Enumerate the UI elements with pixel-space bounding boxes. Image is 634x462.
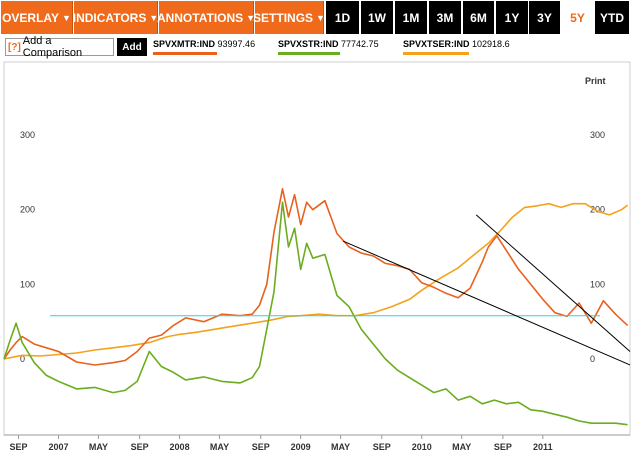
y-tick-label-left: 200 [20,205,35,215]
legend-ticker: SPVXMTR:IND [153,39,216,49]
period-5y-button[interactable]: 5Y [562,1,593,34]
print-link[interactable]: Print [585,76,606,86]
period-1w-button[interactable]: 1W [361,1,393,34]
y-tick-label-left: 100 [20,279,35,289]
x-tick-label: SEP [494,442,512,452]
plot-frame [3,61,631,436]
legend-item-spvxstr: SPVXSTR:IND 77742.75 [278,39,379,55]
period-3y-button[interactable]: 3Y [529,1,560,34]
overlay-menu-button[interactable]: OVERLAY ▼ [1,1,73,34]
y-tick-label-right: 100 [590,279,605,289]
indicators-menu-button[interactable]: INDICATORS ▼ [72,1,159,34]
period-6m-button[interactable]: 6M [463,1,494,34]
y-tick-label-left: 0 [20,354,25,364]
chevron-down-icon: ▼ [316,12,325,23]
legend-swatch [403,52,469,55]
indicators-menu-label: INDICATORS [72,10,147,25]
y-tick-label-right: 200 [590,205,605,215]
overlay-menu-label: OVERLAY [2,10,59,25]
legend-swatch [278,52,340,55]
comparison-row: [?] Add a Comparison Add SPVXMTR:IND 939… [0,35,634,60]
x-tick-label: 2009 [291,442,311,452]
x-tick-label: MAY [331,442,350,452]
x-tick-label: SEP [131,442,149,452]
legend-item-spvxtser: SPVXTSER:IND 102918.6 [403,39,510,55]
trendline-2 [475,214,631,352]
legend-ticker: SPVXTSER:IND [403,39,470,49]
add-comparison-input[interactable]: [?] Add a Comparison [5,35,114,59]
series-line-spvxmtrind [3,188,629,366]
chart-area[interactable]: Print 0 0 100 100 200 200 300 300 SEP 2007 MAY SEP… [0,60,634,457]
price-chart[interactable]: Print 0 0 100 100 200 200 300 300 SEP 2007 MAY SEP… [0,60,634,457]
x-tick-label: MAY [210,442,229,452]
y-tick-label-left: 300 [20,130,35,140]
x-tick-label: 2007 [48,442,68,452]
legend-swatch [153,52,217,55]
x-tick-label: MAY [452,442,471,452]
annotations-menu-button[interactable]: ANNOTATIONS ▼ [156,1,256,34]
legend-value: 77742.75 [341,39,379,49]
period-1y-button[interactable]: 1Y [496,1,528,34]
x-tick-label: 2011 [533,442,553,452]
period-ytd-button[interactable]: YTD [595,1,629,34]
y-tick-label-right: 300 [590,130,605,140]
y-tick-label-right: 0 [590,354,595,364]
chevron-down-icon: ▼ [246,12,256,23]
settings-menu-button[interactable]: SETTINGS ▼ [253,1,325,34]
chevron-down-icon: ▼ [149,12,159,23]
legend-ticker: SPVXSTR:IND [278,39,339,49]
add-comparison-label: Add a Comparison [22,35,83,59]
period-3m-button[interactable]: 3M [429,1,461,34]
x-tick-label: 2010 [412,442,432,452]
x-tick-label: MAY [89,442,108,452]
period-1m-button[interactable]: 1M [395,1,427,34]
x-tick-label: SEP [373,442,391,452]
x-tick-label: 2008 [170,442,190,452]
add-button[interactable]: Add [117,38,147,56]
settings-menu-label: SETTINGS [253,10,314,25]
x-tick-label: SEP [10,442,28,452]
legend-value: 93997.46 [217,39,256,49]
help-icon[interactable]: [?] [8,41,21,53]
toolbar: OVERLAY ▼ INDICATORS ▼ ANNOTATIONS ▼ SETTIN… [0,0,634,36]
x-tick-label: SEP [252,442,270,452]
legend-value: 102918.6 [472,39,510,49]
period-1d-button[interactable]: 1D [326,1,359,34]
annotations-menu-label: ANNOTATIONS [156,10,244,25]
trendline-1 [342,240,631,366]
legend-item-spvxmtr: SPVXMTR:IND 93997.46 [153,39,256,55]
chevron-down-icon: ▼ [61,12,71,23]
series-line-spvxstrind [3,201,628,426]
